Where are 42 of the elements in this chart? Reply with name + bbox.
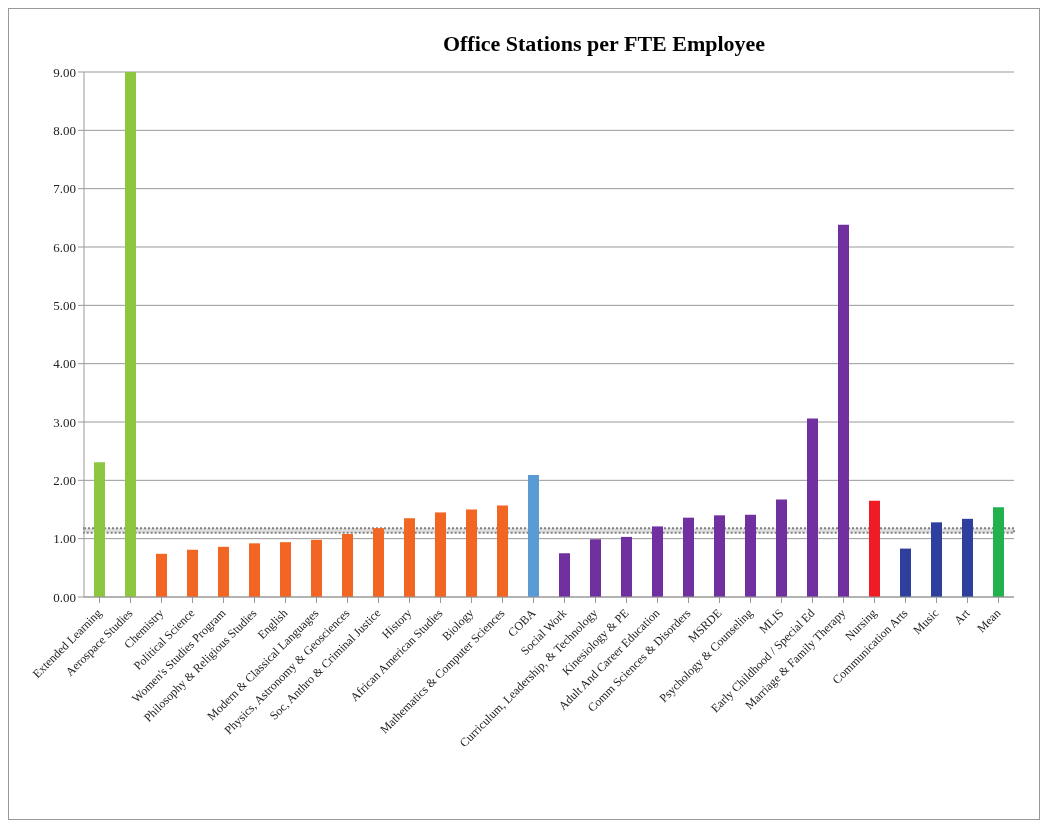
bar bbox=[218, 546, 229, 597]
bar bbox=[125, 72, 136, 597]
y-tick-label: 6.00 bbox=[53, 239, 76, 255]
y-tick-label: 1.00 bbox=[53, 531, 76, 547]
y-tick-label: 9.00 bbox=[53, 64, 76, 80]
bar bbox=[280, 542, 291, 597]
bar bbox=[621, 536, 632, 597]
bar bbox=[94, 462, 105, 597]
y-tick-label: 0.00 bbox=[53, 589, 76, 605]
bar bbox=[528, 475, 539, 597]
bar bbox=[807, 418, 818, 597]
bar bbox=[900, 548, 911, 597]
y-tick-label: 4.00 bbox=[53, 356, 76, 372]
bar bbox=[249, 543, 260, 597]
bar bbox=[993, 507, 1004, 597]
bar bbox=[714, 515, 725, 597]
bar bbox=[187, 549, 198, 597]
bar bbox=[342, 534, 353, 597]
bar bbox=[404, 518, 415, 597]
y-tick-label: 8.00 bbox=[53, 122, 76, 138]
bar bbox=[311, 539, 322, 597]
y-tick-label: 2.00 bbox=[53, 472, 76, 488]
bar bbox=[497, 505, 508, 597]
bar bbox=[435, 512, 446, 597]
x-tick-label: Art bbox=[951, 605, 973, 628]
bar bbox=[838, 224, 849, 597]
y-tick-label: 3.00 bbox=[53, 414, 76, 430]
bar bbox=[776, 499, 787, 597]
bar bbox=[931, 522, 942, 597]
bar bbox=[869, 500, 880, 597]
bar bbox=[652, 526, 663, 597]
bar bbox=[559, 553, 570, 597]
bar bbox=[745, 514, 756, 597]
y-tick-label: 7.00 bbox=[53, 181, 76, 197]
bar bbox=[962, 518, 973, 597]
bar bbox=[156, 553, 167, 597]
bar bbox=[466, 509, 477, 597]
bar bbox=[373, 528, 384, 597]
bar bbox=[683, 517, 694, 597]
chart-title: Office Stations per FTE Employee bbox=[441, 31, 767, 57]
bar bbox=[590, 539, 601, 597]
y-tick-label: 5.00 bbox=[53, 297, 76, 313]
